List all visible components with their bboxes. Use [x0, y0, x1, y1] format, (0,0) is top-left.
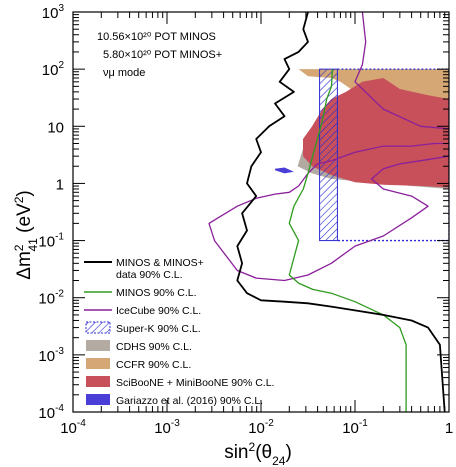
legend-label: MINOS 90% C.L. — [116, 287, 197, 299]
tick-labels: 10-4 10-3 10-2 10-1 1 10-4 10-3 10-2 10-1 1 10 102 1… — [38, 3, 453, 437]
legend-swatch — [85, 321, 111, 334]
y-axis-title: Δm241 (eV2) — [12, 190, 40, 279]
y-tick-label: 10-4 — [38, 403, 64, 422]
x-tick-label: 10-2 — [248, 418, 274, 437]
x-tick-label: 1 — [445, 420, 453, 437]
legend-entry: CDHS 90% C.L. — [86, 340, 192, 353]
legend-label: MINOS & MINOS+ — [116, 257, 204, 269]
legend-entry: IceCube 90% C.L. — [84, 305, 201, 317]
legend-entry: CCFR 90% C.L. — [86, 358, 191, 371]
y-tick-label: 1 — [56, 176, 64, 193]
annotation-minos-plus-pot: 5.80×10²⁰ POT MINOS+ — [103, 49, 222, 61]
annotation-block: 10.56×10²⁰ POT MINOS 5.80×10²⁰ POT MINOS… — [97, 31, 222, 79]
legend-swatch — [86, 394, 110, 405]
line-minos-minos-plus — [236, 12, 446, 412]
contour-regions — [275, 68, 449, 242]
legend-swatch — [86, 358, 110, 369]
legend: MINOS & MINOS+data 90% C.L. MINOS 90% C.L… — [84, 257, 274, 407]
legend-entry: MINOS & MINOS+data 90% C.L. — [84, 257, 204, 281]
legend-label-line2: data 90% C.L. — [116, 269, 183, 281]
legend-label: IceCube 90% C.L. — [116, 305, 201, 317]
legend-label: SciBooNE + MiniBooNE 90% C.L. — [116, 377, 274, 389]
y-tick-label: 10-3 — [38, 346, 64, 365]
y-tick-label: 103 — [42, 3, 65, 22]
x-tick-label: 10-4 — [60, 418, 86, 437]
contour-lines — [208, 12, 449, 412]
y-tick-label: 10-1 — [38, 232, 64, 251]
legend-swatch — [86, 376, 110, 387]
legend-label: Gariazzo et al. (2016) 90% C.L. — [116, 395, 263, 407]
y-tick-label: 10-2 — [38, 289, 64, 308]
annotation-minos-pot: 10.56×10²⁰ POT MINOS — [97, 31, 216, 43]
y-tick-label: 102 — [42, 60, 65, 79]
legend-entry: Gariazzo et al. (2016) 90% C.L. — [86, 394, 263, 407]
axis-ticks — [72, 12, 449, 413]
annotation-mode: νμ mode — [103, 67, 145, 79]
legend-label: CCFR 90% C.L. — [116, 359, 191, 371]
y-tick-label: 10 — [47, 119, 64, 136]
legend-entry: MINOS 90% C.L. — [84, 287, 197, 299]
region-gariazzo — [275, 167, 294, 174]
line-icecube — [208, 12, 449, 282]
legend-entry: SciBooNE + MiniBooNE 90% C.L. — [86, 376, 274, 389]
x-tick-label: 10-1 — [342, 418, 368, 437]
x-tick-label: 10-3 — [154, 418, 180, 437]
x-axis-title: sin2(θ24) — [224, 440, 292, 467]
legend-label: CDHS 90% C.L. — [116, 341, 192, 353]
legend-label: Super-K 90% C.L. — [116, 323, 201, 335]
line-minos — [288, 69, 407, 412]
legend-entry: Super-K 90% C.L. — [85, 321, 201, 335]
region-sciboone-miniboone — [303, 78, 449, 188]
legend-swatch — [86, 340, 110, 351]
